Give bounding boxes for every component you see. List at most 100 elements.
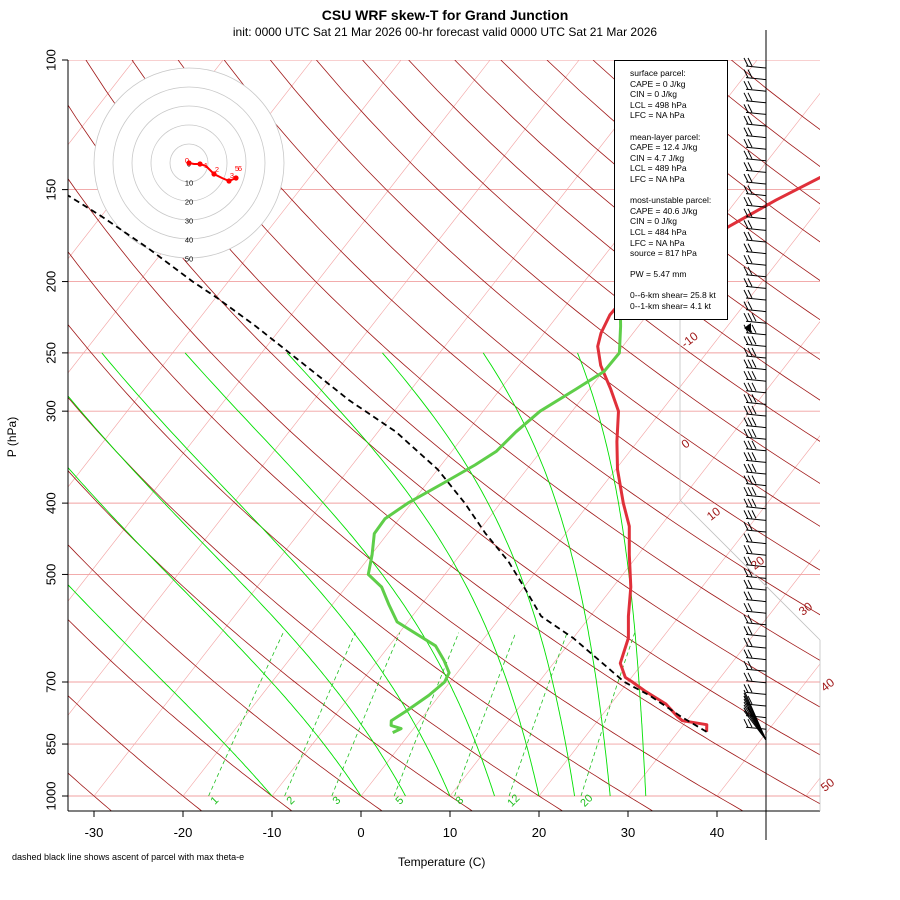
- mixing-ratio-line: [454, 632, 517, 797]
- wind-barb-flag: [747, 695, 753, 705]
- mixing-ratio-line: [331, 632, 401, 797]
- legend-line: CIN = 0 J/kg: [630, 216, 678, 227]
- isotherm-line: [895, 60, 900, 796]
- wind-barb: [745, 541, 767, 545]
- legend-line: [630, 121, 727, 132]
- wind-barb-flag: [743, 614, 749, 624]
- wind-barb: [745, 517, 767, 521]
- wind-barb: [745, 378, 767, 382]
- dry-adiabat-line: [362, 60, 820, 442]
- wind-barb: [745, 239, 767, 243]
- dry-adiabat-label: 50: [818, 775, 837, 794]
- mixing-ratio-line: [393, 632, 460, 797]
- isotherm-line: [449, 321, 820, 797]
- wind-barb-flag: [743, 231, 749, 241]
- legend-line: CAPE = 0 J/kg: [630, 78, 686, 89]
- wind-barb-flag: [743, 417, 749, 426]
- legend-line: 0--1-km shear= 4.1 kt: [630, 301, 712, 312]
- legend-line: source = 817 hPa: [630, 248, 697, 259]
- wind-barb-flag: [751, 510, 757, 519]
- wind-barb: [745, 309, 767, 313]
- legend-line: PW = 5.47 mm: [630, 269, 687, 280]
- wind-barb-flag: [743, 243, 749, 252]
- isotherm-line: [68, 60, 491, 602]
- wind-barb-flag: [743, 718, 749, 728]
- dry-adiabat-line: [223, 60, 820, 571]
- legend-line: LFC = NA hPa: [630, 237, 685, 248]
- dry-adiabat-line: [68, 104, 820, 756]
- wind-barb-flag: [747, 115, 753, 125]
- dry-adiabat-label: 40: [818, 675, 837, 694]
- legend-line: surface parcel:: [630, 68, 686, 78]
- wind-barb-flag: [743, 440, 749, 450]
- wind-barb-flag: [743, 336, 749, 345]
- wind-barb: [745, 262, 767, 266]
- parcel-trace: [68, 194, 708, 733]
- wind-barb-flag: [743, 57, 749, 67]
- wind-barb: [745, 425, 767, 429]
- wind-barb-flag: [743, 115, 749, 125]
- wind-barb: [745, 680, 767, 684]
- wind-barb-flag: [751, 312, 757, 322]
- wind-barb-flag: [743, 394, 749, 403]
- wind-barb: [745, 169, 767, 173]
- moist-adiabat-line: [68, 584, 273, 797]
- y-tick-label: 500: [43, 564, 58, 586]
- wind-barb: [745, 332, 767, 336]
- wind-barb: [745, 88, 767, 92]
- isotherm-line: [360, 207, 820, 797]
- wind-barb-flag: [743, 486, 749, 496]
- wind-barb-flag: [747, 69, 753, 78]
- wind-barb-flag: [743, 544, 749, 554]
- moist-adiabat-line: [101, 352, 451, 797]
- footnote: dashed black line shows ascent of parcel…: [12, 852, 245, 862]
- dry-adiabat-line: [68, 695, 203, 811]
- legend-line: LFC = NA hPa: [630, 110, 685, 121]
- wind-barb-flag: [747, 220, 753, 229]
- wind-barb: [745, 100, 767, 104]
- hodograph-ring-label: 20: [185, 198, 193, 207]
- wind-barb-flag: [751, 394, 757, 403]
- dry-adiabat-line: [68, 619, 293, 811]
- isobars: [68, 60, 820, 797]
- wind-barb-flag: [747, 440, 753, 450]
- legend-line: LCL = 498 hPa: [630, 99, 687, 110]
- wind-barb: [745, 494, 767, 498]
- hodograph-point-label: 6: [238, 164, 242, 173]
- wind-barb: [745, 459, 767, 463]
- wind-barb-flag: [747, 452, 753, 461]
- dry-adiabat-line: [68, 396, 564, 811]
- wind-barb-flag: [743, 69, 749, 78]
- legend-line: [630, 280, 727, 291]
- wind-barb-flag: [747, 104, 753, 113]
- wind-barb-flag: [751, 324, 757, 334]
- wind-barb-flag: [743, 185, 749, 194]
- mixing-ratio-line: [284, 632, 356, 797]
- wind-barb: [745, 645, 767, 649]
- wind-barb: [745, 158, 767, 162]
- wind-barb-flag: [751, 382, 757, 392]
- wind-barb: [745, 355, 767, 359]
- wind-barb-flag: [747, 266, 753, 276]
- wind-barb-flag: [747, 649, 753, 658]
- y-tick-label: 300: [43, 400, 58, 422]
- wind-barb-flag: [747, 289, 753, 299]
- x-axis-label: Temperature (C): [398, 855, 486, 869]
- wind-barb-flag: [743, 254, 749, 264]
- wind-barb-flag: [747, 185, 753, 194]
- legend-line: mean-layer parcel:: [630, 131, 701, 142]
- wind-barb-flag: [743, 626, 749, 635]
- wind-barb-flag: [747, 626, 753, 635]
- moist-adiabat-line: [68, 395, 406, 797]
- mixing-ratio-lines: [208, 632, 636, 797]
- wind-barb: [745, 587, 767, 591]
- wind-barb: [745, 448, 767, 452]
- dry-adiabat-line: [85, 60, 820, 708]
- x-tick-label: 20: [532, 825, 546, 840]
- wind-barb: [745, 668, 767, 672]
- hodograph-ring-label: 30: [185, 217, 193, 226]
- wind-barb-flag: [747, 684, 753, 693]
- wind-barb: [745, 77, 767, 81]
- moist-adiabat-line: [68, 466, 362, 797]
- wind-barb-flag: [747, 301, 753, 310]
